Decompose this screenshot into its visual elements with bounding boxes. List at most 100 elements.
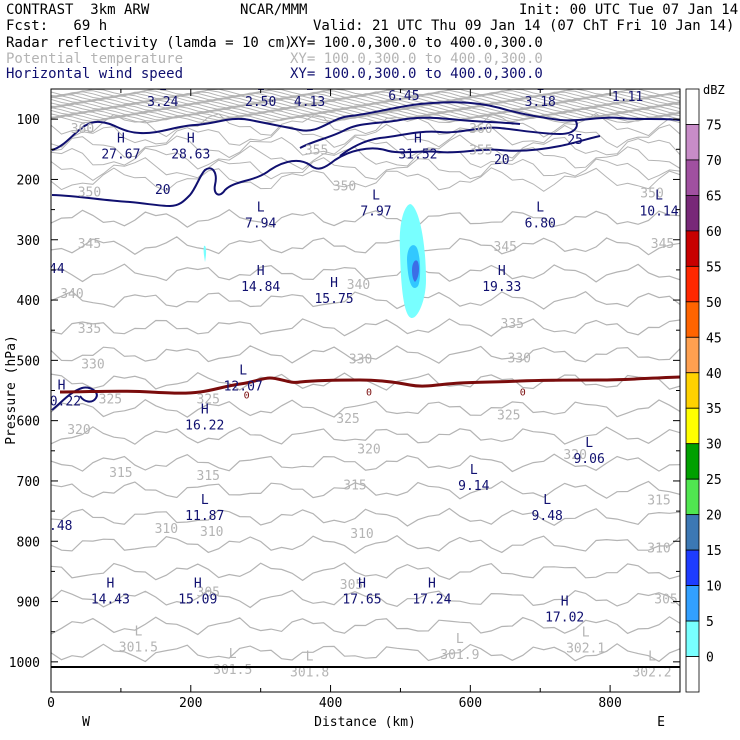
wind-contour-label: 0 [244,391,250,402]
wind-extremum-value: 14.84 [241,280,280,295]
wind-extremum-value: 9.14 [458,479,489,494]
colorbar-swatch [685,585,700,622]
colorbar-level: 35 [706,402,722,417]
x-tick-label: 0 [47,696,55,711]
edge-labels: 44.48 [49,262,72,534]
wind-extremum-value: 27.67 [101,147,140,162]
colorbar-level: 25 [706,473,722,488]
wind-extremum-value: 2.50 [245,95,276,110]
theta-label: 335 [501,317,524,332]
colorbar-level: 40 [706,367,722,382]
y-tick-label: 800 [17,535,40,550]
wind-extremum-value: 20.22 [42,395,81,410]
wind-extremum-mark: H [201,403,209,418]
theta-label: 340 [60,287,83,302]
wind-extremum-value: 3.18 [525,95,556,110]
colorbar-level: 60 [706,225,722,240]
theta-label: 360 [469,122,492,137]
wind-extremum-value: 15.75 [314,292,353,307]
theta-line [51,534,680,554]
y-tick-label: 200 [17,173,40,188]
wind-extremum-value: 15.09 [178,592,217,607]
wind-extremum-value: 19.33 [482,280,521,295]
x-tick-label: 200 [179,696,202,711]
y-tick-label: 1000 [9,656,40,671]
y-tick-label: 500 [17,354,40,369]
colorbar-swatch [685,159,700,196]
wind-contour-20 [51,101,680,151]
theta-line [51,236,680,256]
theta-label: 305 [197,585,220,600]
field-theta-name: Potential temperature [6,51,184,67]
wind-extremum-mark: L [372,189,380,204]
theta-label: 360 [71,122,94,137]
colorbar-swatch [685,372,700,409]
theta-line [51,318,680,337]
theta-extremum-mark: L [229,647,237,662]
x-axis-label: Distance (km) [314,715,416,730]
theta-label: 310 [647,541,670,556]
radar-echo [203,204,426,318]
wind-extremum-value: 17.65 [342,592,381,607]
wind-extremum-mark: H [414,131,422,146]
colorbar-swatch [685,301,700,338]
colorbar-swatch [685,336,700,374]
theta-label: 340 [347,278,370,293]
field-wind-xy: XY= 100.0,300.0 to 400.0,300.0 [290,66,543,82]
field-theta-xy: XY= 100.0,300.0 to 400.0,300.0 [290,51,543,67]
west-label: W [82,715,90,730]
theta-label: 325 [99,392,122,407]
wind-extremum-mark: L [159,79,167,94]
theta-extremum-mark: L [456,632,464,647]
wind-contour-label: 20 [155,183,171,198]
theta-label: 320 [67,423,90,438]
valid-time: Valid: 21 UTC Thu 09 Jan 14 (07 ChT Fri … [313,18,735,34]
wind-extremum-mark: H [187,131,195,146]
theta-label: 350 [78,186,101,201]
theta-line [51,263,680,283]
echo-15dbz [412,260,419,282]
theta-line [51,453,680,473]
theta-label: 350 [333,179,356,194]
colorbar-swatch [685,88,700,125]
wind-extremum-value: 16.22 [185,419,224,434]
theta-line [51,480,680,500]
wind-extremum-value: 11.87 [185,509,224,524]
theta-label: 330 [508,351,531,366]
theta-label: 325 [497,409,520,424]
colorbar-level: 75 [706,118,722,133]
y-tick-label: 400 [17,294,40,309]
colorbar-swatch [685,195,700,232]
colorbar-level: 50 [706,296,722,311]
theta-line-upper [51,167,680,192]
theta-label: 310 [200,525,223,540]
wind-extremum-mark: H [257,264,265,279]
theta-label: 335 [78,322,101,337]
theta-label: 345 [494,240,517,255]
x-tick-label: 600 [459,696,482,711]
theta-extremum-mark: L [582,626,590,641]
theta-line [51,398,680,418]
edge-value-label: .48 [49,519,72,534]
theta-label: 330 [349,353,372,368]
theta-line-upper [51,123,680,148]
theta-extremum-value: 301.5 [119,641,158,656]
field-reflectivity-name: Radar reflectivity (lamda = 10 cm) [6,35,293,51]
theta-label: 355 [305,143,328,158]
theta-line-upper [51,157,680,182]
plot-area: 360 360 355 355 350 350 350 345 345 345 340 340 335 3… [42,74,680,692]
theta-line [51,507,680,527]
wind-contour-label: 25 [567,133,583,148]
colorbar-swatch [685,230,700,267]
wind-extremum-value: 7.94 [245,217,276,232]
wind-extremum-mark: L [624,74,632,89]
theta-label: 320 [357,442,380,457]
colorbar-level: 15 [706,544,722,559]
colorbar-swatch [685,265,700,303]
wind-extremum-value: 10.14 [639,205,678,220]
theta-line-upper [51,105,680,113]
field-reflectivity-xy: XY= 100.0,300.0 to 400.0,300.0 [290,35,543,51]
